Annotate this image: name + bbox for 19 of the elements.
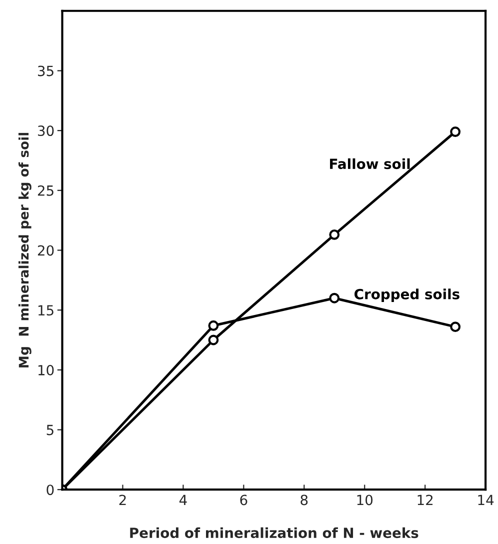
y-tick-label: 30 (38, 126, 54, 136)
x-tick-label: 12 (418, 494, 433, 506)
x-tick-label: 10 (357, 494, 373, 506)
x-tick-label: 6 (240, 494, 248, 506)
series-label: Fallow soil (330, 158, 410, 170)
x-axis-title: Period of mineralization of N - weeks (130, 527, 418, 538)
y-tick-label: 5 (46, 424, 54, 436)
y-tick-label: 25 (38, 185, 54, 196)
x-tick-label: 2 (119, 494, 126, 506)
y-tick-label: 0 (46, 484, 54, 496)
x-tick-label: 14 (478, 494, 494, 506)
y-tick-label: 20 (38, 245, 54, 256)
series-label: Cropped soils (354, 288, 460, 302)
y-tick-label: 10 (38, 364, 54, 376)
x-tick-label: 8 (300, 494, 308, 506)
y-tick-label: 35 (38, 66, 54, 76)
x-tick-label: 4 (179, 494, 187, 506)
y-tick-label: 15 (38, 305, 54, 316)
y-axis-title: Mg N mineralized per kg of soil (18, 132, 32, 368)
